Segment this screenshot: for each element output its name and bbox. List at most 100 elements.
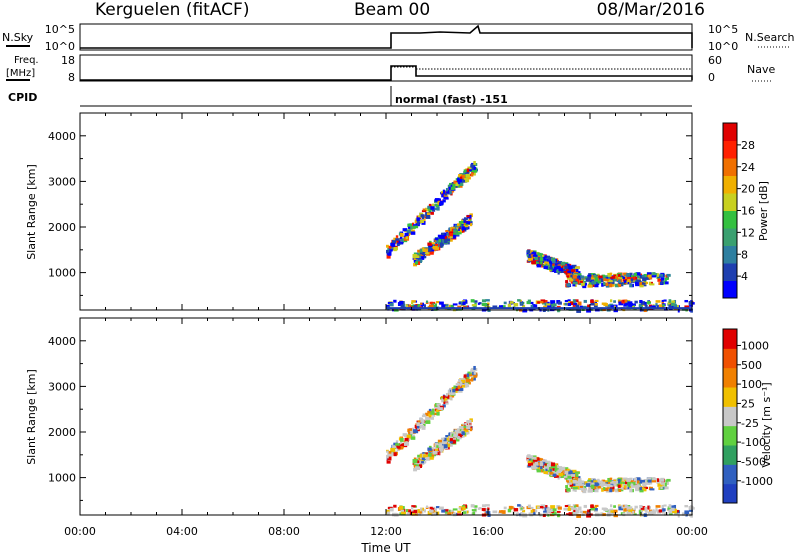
velocity-cell: [670, 510, 674, 514]
power-cell: [467, 167, 472, 172]
power-cell: [603, 276, 609, 279]
velocity-cell: [462, 511, 467, 514]
velocity-cbar-swatch: [723, 464, 737, 485]
power-cell: [465, 170, 470, 175]
velocity-cell: [572, 511, 578, 516]
velocity-cell: [673, 509, 678, 514]
velocity-cell: [420, 456, 423, 460]
power-cell: [386, 249, 389, 254]
power-cell: [572, 267, 576, 271]
power-cell: [445, 229, 450, 233]
power-cell: [417, 249, 422, 253]
power-cell: [554, 264, 558, 268]
velocity-cell: [531, 465, 536, 470]
power-cell: [459, 176, 463, 179]
power-cell: [434, 303, 437, 308]
power-cell: [420, 302, 423, 305]
power-cell: [556, 305, 561, 308]
power-cell: [417, 304, 420, 308]
beam-title: Beam 00: [354, 0, 430, 20]
power-cell: [593, 275, 598, 278]
velocity-cell: [431, 414, 436, 417]
power-cell: [420, 251, 423, 255]
velocity-axis-layer: 4000 3000 2000 1000: [48, 317, 693, 515]
velocity-ytick-label: 3000: [48, 380, 76, 393]
velocity-cell: [465, 381, 470, 384]
velocity-cell: [408, 509, 412, 513]
power-cell: [423, 249, 428, 253]
power-cell: [413, 224, 418, 227]
velocity-cell: [569, 473, 573, 477]
power-cell: [428, 304, 434, 308]
velocity-cell: [421, 415, 427, 418]
power-cell: [583, 280, 587, 284]
power-cell: [439, 242, 444, 247]
velocity-cell: [458, 507, 462, 510]
power-cell: [670, 305, 674, 309]
power-cell: [564, 302, 567, 306]
velocity-cell: [565, 473, 570, 478]
velocity-cell: [591, 485, 595, 489]
velocity-cell: [443, 444, 448, 449]
power-cell: [418, 259, 423, 263]
velocity-cell: [569, 483, 575, 487]
power-cell: [565, 268, 570, 273]
velocity-cell: [427, 447, 433, 451]
velocity-cell: [639, 487, 643, 491]
velocity-cell: [655, 505, 661, 508]
power-cell: [670, 302, 675, 307]
power-cell: [513, 303, 519, 307]
power-cell: [567, 273, 573, 278]
velocity-cell: [452, 508, 458, 511]
velocity-cbar-swatch: [723, 425, 737, 446]
power-cell: [613, 278, 618, 282]
power-cell: [474, 163, 478, 166]
velocity-cell: [473, 371, 477, 375]
velocity-cell: [484, 509, 488, 513]
velocity-cell: [527, 504, 531, 508]
velocity-cell: [461, 431, 465, 436]
velocity-cell: [647, 479, 652, 483]
velocity-cell: [541, 460, 546, 464]
power-cell: [464, 217, 468, 221]
velocity-cell: [656, 478, 660, 482]
velocity-cbar-swatch: [723, 406, 737, 427]
velocity-cell: [435, 409, 439, 413]
velocity-cell: [668, 504, 672, 508]
velocity-cbar-tick-label: 100: [741, 378, 762, 391]
velocity-cell: [632, 510, 635, 515]
velocity-cell: [610, 481, 615, 484]
velocity-cell: [423, 509, 426, 513]
power-cell: [424, 207, 430, 212]
power-cell: [655, 273, 658, 277]
velocity-cell: [658, 487, 661, 490]
power-cell: [593, 280, 597, 285]
velocity-cell: [469, 427, 473, 432]
velocity-cell: [663, 504, 667, 507]
power-cell: [545, 263, 548, 267]
power-cell: [439, 301, 444, 305]
power-cell: [566, 277, 572, 280]
velocity-cell: [593, 485, 597, 490]
velocity-cell: [567, 475, 572, 479]
velocity-cbar-tick-label: -1000: [741, 475, 773, 488]
power-cell: [455, 178, 458, 181]
power-cell: [578, 277, 582, 281]
velocity-cell: [420, 507, 423, 510]
power-cell: [539, 257, 544, 262]
velocity-cell: [422, 455, 427, 459]
power-cell: [457, 184, 463, 188]
velocity-cell: [607, 477, 612, 482]
power-cell: [652, 272, 656, 276]
velocity-cell: [619, 483, 623, 488]
power-cell: [552, 266, 555, 270]
velocity-cell: [629, 488, 633, 493]
power-cell: [537, 301, 540, 304]
velocity-cell: [618, 479, 621, 482]
nsky-tick-bottom: 10^0: [45, 40, 75, 53]
power-cell: [530, 254, 535, 258]
velocity-cell: [436, 403, 442, 406]
power-cell: [566, 275, 570, 278]
velocity-cell: [449, 438, 453, 442]
